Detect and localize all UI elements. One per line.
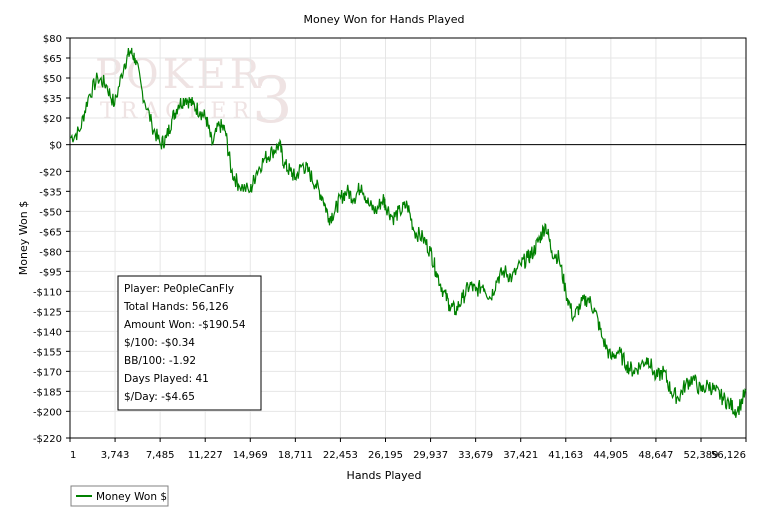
chart-legend: Money Won $ xyxy=(70,485,169,507)
y-tick-label: -$200 xyxy=(33,407,62,418)
y-tick-label: -$110 xyxy=(33,287,62,298)
y-tick-label: -$50 xyxy=(39,207,62,218)
x-tick-label: 18,711 xyxy=(278,450,313,461)
y-tick-label: $20 xyxy=(43,114,62,125)
x-tick-label: 1 xyxy=(70,450,76,461)
plot-area-border xyxy=(69,37,747,439)
y-tick-label: $35 xyxy=(43,94,62,105)
x-tick-label: 48,647 xyxy=(638,450,673,461)
stats-per-100: $/100: -$0.34 xyxy=(124,337,195,349)
x-tick-label: 26,195 xyxy=(368,450,403,461)
y-tick-label: $0 xyxy=(49,141,62,152)
x-tick-label: 41,163 xyxy=(548,450,583,461)
legend-label: Money Won $ xyxy=(96,491,167,503)
x-tick-label: 37,421 xyxy=(503,450,538,461)
y-axis-title: Money Won $ xyxy=(17,201,30,275)
watermark-mark-text: 3 xyxy=(252,64,293,138)
x-tick-label: 11,227 xyxy=(188,450,223,461)
player-stats-box: Player: Pe0pleCanFly Total Hands: 56,126… xyxy=(117,275,262,411)
x-tick-label: 56,126 xyxy=(711,450,746,461)
watermark-tracker-text: TRACKER xyxy=(100,99,255,124)
y-tick-label: -$80 xyxy=(39,247,62,258)
stats-amount-won: Amount Won: -$190.54 xyxy=(124,319,246,331)
x-tick-label: 14,969 xyxy=(233,450,268,461)
y-tick-label: -$170 xyxy=(33,367,62,378)
x-tick-label: 7,485 xyxy=(146,450,175,461)
x-tick-label: 3,743 xyxy=(101,450,130,461)
x-axis-ticks: 1 3,743 7,485 11,227 14,969 18,711 22,453 26,19… xyxy=(69,438,747,461)
y-tick-label: -$140 xyxy=(33,327,62,338)
y-tick-label: $80 xyxy=(43,34,62,45)
stats-total-hands: Total Hands: 56,126 xyxy=(123,301,229,313)
y-tick-label: -$185 xyxy=(33,387,62,398)
x-tick-label: 22,453 xyxy=(323,450,358,461)
legend-border xyxy=(70,485,169,507)
y-tick-label: -$95 xyxy=(39,267,62,278)
stats-player: Player: Pe0pleCanFly xyxy=(124,283,234,295)
y-axis-ticks: $80 $65 $50 $35 $20 $0 -$20 -$35 -$50 -$65 -$80 -$9… xyxy=(33,34,70,445)
x-tick-label: 52,389 xyxy=(683,450,718,461)
stats-per-day: $/Day: -$4.65 xyxy=(124,391,195,403)
x-tick-label: 33,679 xyxy=(458,450,493,461)
y-tick-label: -$125 xyxy=(33,307,62,318)
stats-bb-per-100: BB/100: -1.92 xyxy=(124,355,196,367)
y-tick-label: $50 xyxy=(43,74,62,85)
x-tick-label: 44,905 xyxy=(593,450,628,461)
y-tick-label: -$155 xyxy=(33,347,62,358)
y-tick-label: $65 xyxy=(43,54,62,65)
y-tick-label: -$220 xyxy=(33,434,62,445)
chart-title: Money Won for Hands Played xyxy=(304,13,465,26)
x-tick-label: 29,937 xyxy=(413,450,448,461)
x-axis-title: Hands Played xyxy=(347,469,422,482)
poker-tracker-watermark: POKER TRACKER 3 xyxy=(95,52,293,138)
y-tick-label: -$35 xyxy=(39,187,62,198)
money-won-series-line xyxy=(69,47,747,418)
stats-box-border xyxy=(117,275,262,411)
stats-days-played: Days Played: 41 xyxy=(124,373,209,385)
y-tick-label: -$20 xyxy=(39,167,62,178)
y-tick-label: -$65 xyxy=(39,227,62,238)
